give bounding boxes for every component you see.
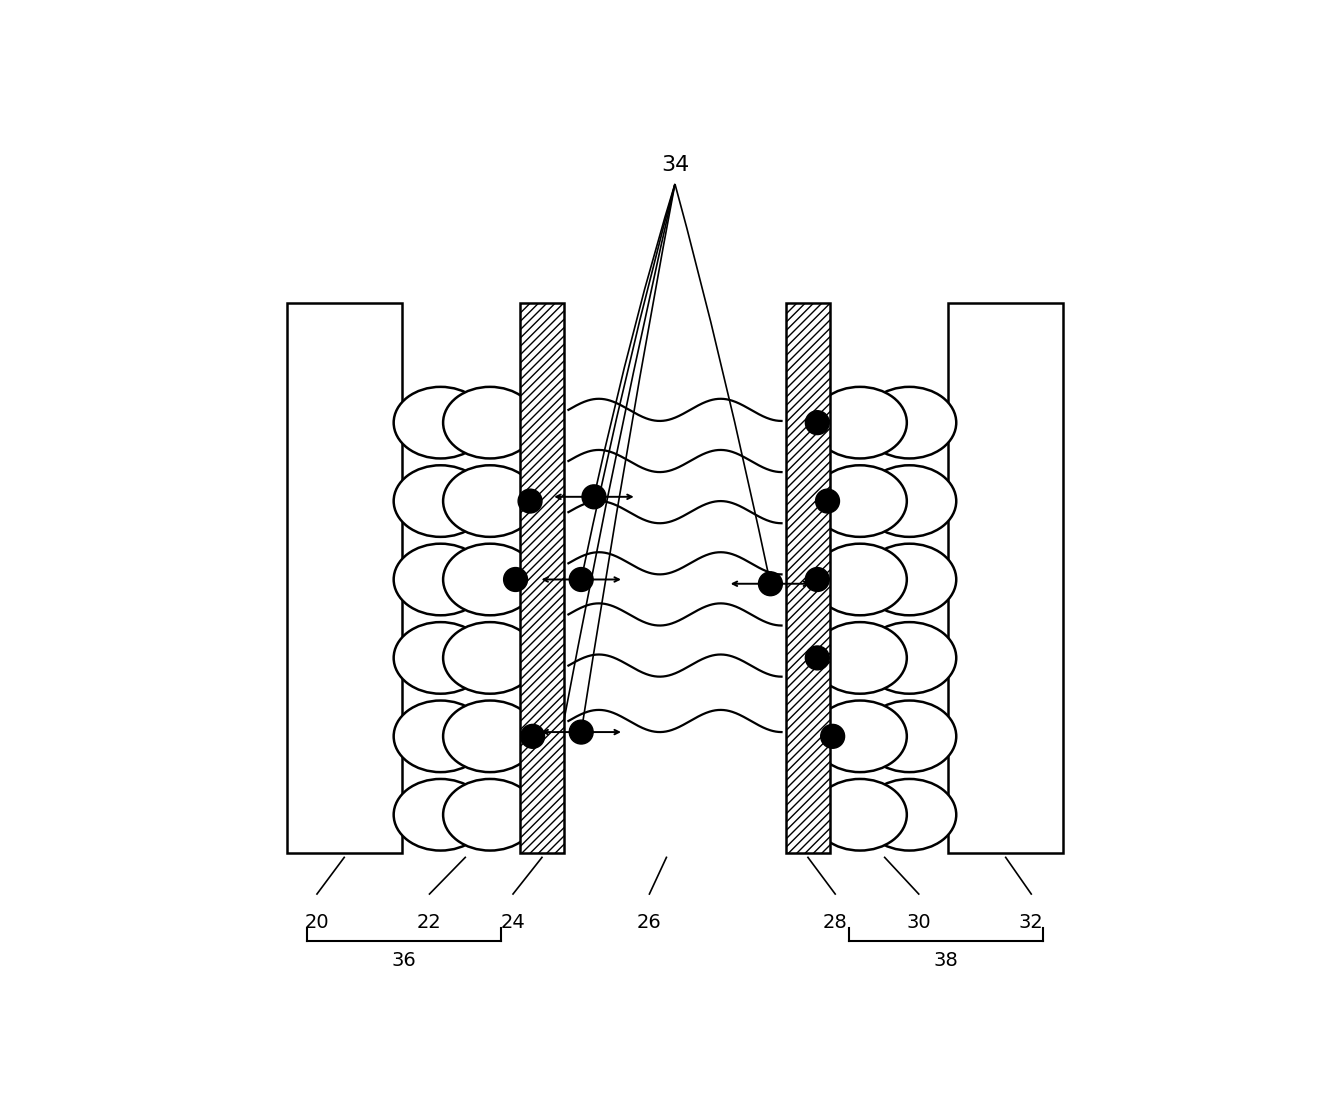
Text: 32: 32 bbox=[1019, 913, 1043, 932]
Bar bbox=[948, 303, 1063, 853]
Text: 38: 38 bbox=[934, 951, 959, 970]
Text: 26: 26 bbox=[637, 913, 661, 932]
Ellipse shape bbox=[443, 465, 537, 537]
Circle shape bbox=[806, 646, 830, 670]
Text: 22: 22 bbox=[417, 913, 441, 932]
Circle shape bbox=[503, 568, 528, 591]
Ellipse shape bbox=[863, 701, 956, 773]
Ellipse shape bbox=[813, 701, 907, 773]
Circle shape bbox=[820, 724, 844, 748]
Text: 30: 30 bbox=[906, 913, 931, 932]
Ellipse shape bbox=[813, 465, 907, 537]
Text: 28: 28 bbox=[823, 913, 848, 932]
Ellipse shape bbox=[394, 386, 487, 458]
Circle shape bbox=[582, 485, 606, 509]
Ellipse shape bbox=[443, 544, 537, 615]
Circle shape bbox=[569, 568, 593, 591]
Circle shape bbox=[520, 724, 544, 748]
Ellipse shape bbox=[443, 701, 537, 773]
Bar bbox=[287, 303, 402, 853]
Ellipse shape bbox=[443, 779, 537, 850]
Ellipse shape bbox=[863, 465, 956, 537]
Ellipse shape bbox=[394, 544, 487, 615]
Text: 24: 24 bbox=[500, 913, 525, 932]
Circle shape bbox=[806, 568, 830, 591]
Ellipse shape bbox=[394, 701, 487, 773]
Ellipse shape bbox=[443, 386, 537, 458]
Ellipse shape bbox=[394, 465, 487, 537]
Text: 36: 36 bbox=[391, 951, 416, 970]
Ellipse shape bbox=[394, 779, 487, 850]
Ellipse shape bbox=[813, 622, 907, 694]
Text: 34: 34 bbox=[661, 155, 689, 176]
Circle shape bbox=[518, 489, 543, 513]
Ellipse shape bbox=[813, 544, 907, 615]
Bar bbox=[520, 303, 564, 853]
Ellipse shape bbox=[863, 622, 956, 694]
Circle shape bbox=[806, 411, 830, 435]
Circle shape bbox=[569, 721, 593, 744]
Circle shape bbox=[759, 572, 782, 596]
Ellipse shape bbox=[813, 386, 907, 458]
Ellipse shape bbox=[863, 779, 956, 850]
Ellipse shape bbox=[394, 622, 487, 694]
Circle shape bbox=[815, 489, 839, 513]
Ellipse shape bbox=[443, 622, 537, 694]
Ellipse shape bbox=[863, 544, 956, 615]
Ellipse shape bbox=[813, 779, 907, 850]
Bar bbox=[786, 303, 830, 853]
Text: 20: 20 bbox=[304, 913, 329, 932]
Ellipse shape bbox=[863, 386, 956, 458]
